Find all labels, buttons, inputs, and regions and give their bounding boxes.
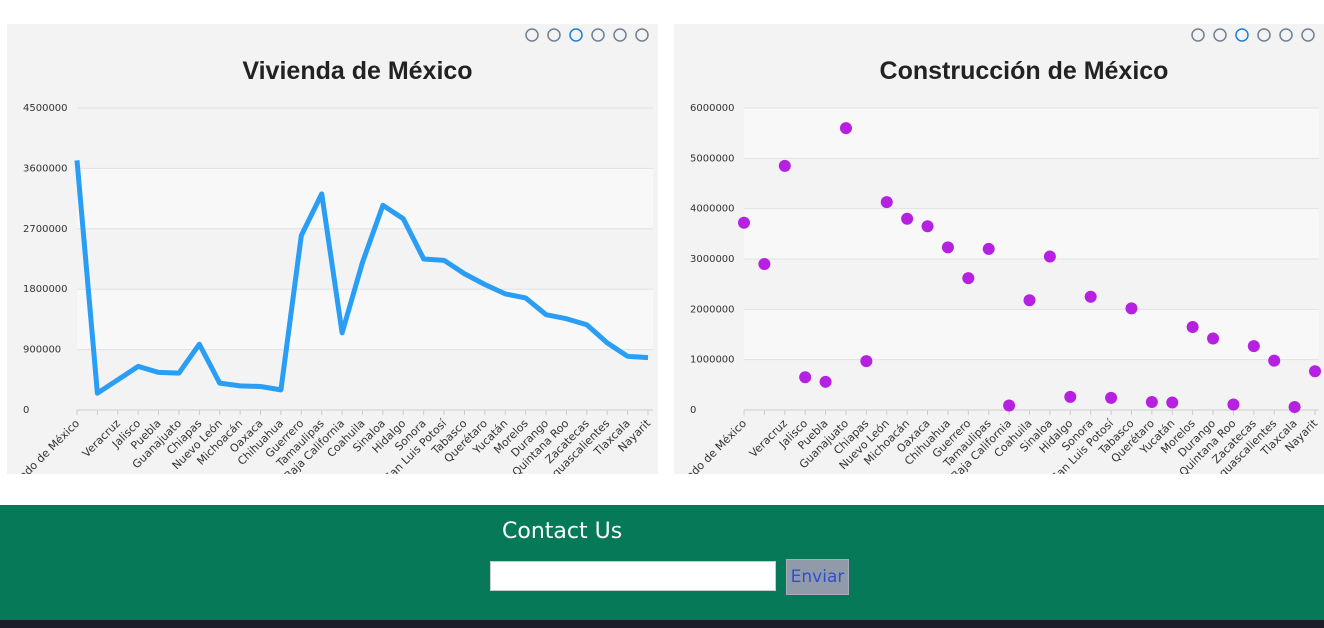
y-tick-label: 4500000 bbox=[23, 103, 68, 114]
scatter-point bbox=[962, 272, 975, 285]
scatter-point bbox=[839, 122, 852, 135]
scatter-point bbox=[880, 196, 893, 209]
y-tick-label: 6000000 bbox=[690, 103, 735, 114]
toolbar-zoom-out[interactable] bbox=[547, 28, 561, 42]
scatter-point bbox=[1288, 400, 1301, 413]
toolbar-menu[interactable] bbox=[1301, 28, 1315, 42]
y-tick-label: 0 bbox=[690, 405, 696, 416]
footer-title: Contact Us bbox=[502, 519, 623, 544]
y-tick-label: 1800000 bbox=[23, 284, 68, 295]
scatter-point bbox=[758, 258, 771, 271]
toolbar-zoom[interactable] bbox=[569, 28, 583, 42]
scatter-point bbox=[941, 241, 954, 254]
x-tick-label: Estado de México bbox=[674, 417, 749, 474]
toolbar-pan[interactable] bbox=[1257, 28, 1271, 42]
chart-title: Vivienda de México bbox=[242, 57, 472, 85]
toolbar-home[interactable] bbox=[613, 28, 627, 42]
scatter-point bbox=[982, 242, 995, 255]
toolbar-menu[interactable] bbox=[635, 28, 649, 42]
scatter-point bbox=[860, 355, 873, 368]
grid-band bbox=[744, 108, 1319, 159]
toolbar-zoom-in[interactable] bbox=[1191, 28, 1205, 42]
toolbar-zoom-out[interactable] bbox=[1213, 28, 1227, 42]
scatter-point bbox=[901, 212, 914, 225]
grid-band bbox=[744, 208, 1319, 259]
y-tick-label: 4000000 bbox=[690, 204, 735, 215]
scatter-point bbox=[1003, 399, 1016, 412]
scatter-point bbox=[1064, 390, 1077, 403]
y-tick-label: 3000000 bbox=[690, 254, 735, 265]
scatter-point bbox=[921, 220, 934, 233]
scatter-point bbox=[1145, 395, 1158, 408]
toolbar-pan[interactable] bbox=[591, 28, 605, 42]
line-series bbox=[74, 160, 649, 396]
scatter-point bbox=[799, 371, 812, 384]
toolbar-zoom-in[interactable] bbox=[525, 28, 539, 42]
footer: Contact Us Enviar bbox=[0, 505, 1324, 620]
y-tick-label: 1000000 bbox=[690, 355, 735, 366]
scatter-point bbox=[1268, 354, 1281, 367]
grid-band bbox=[744, 158, 1319, 209]
grid-band bbox=[77, 108, 653, 169]
scatter-point bbox=[1247, 340, 1260, 353]
x-tick-label: Estado de México bbox=[7, 417, 82, 474]
toolbar-home[interactable] bbox=[1279, 28, 1293, 42]
scatter-point bbox=[1105, 391, 1118, 404]
chart-title: Construcción de México bbox=[880, 57, 1169, 85]
grid-band bbox=[77, 168, 653, 229]
toolbar-zoom[interactable] bbox=[1235, 28, 1249, 42]
scatter-point bbox=[1043, 250, 1056, 263]
grid-band bbox=[77, 349, 653, 410]
submit-button[interactable]: Enviar bbox=[786, 559, 849, 595]
scatter-point bbox=[1207, 332, 1220, 345]
y-tick-label: 900000 bbox=[23, 345, 61, 356]
scatter-point bbox=[1084, 290, 1097, 303]
scatter-point bbox=[819, 375, 832, 388]
y-tick-label: 3600000 bbox=[23, 163, 68, 174]
scatter-point bbox=[738, 216, 750, 229]
scatter-point bbox=[1023, 294, 1036, 307]
chart-panel: Construcción de México 0 1000000 2000000 300… bbox=[674, 24, 1324, 474]
scatter-point bbox=[1227, 398, 1240, 411]
y-tick-label: 5000000 bbox=[690, 153, 735, 164]
y-tick-label: 2700000 bbox=[23, 224, 68, 235]
scatter-point bbox=[1166, 396, 1179, 409]
taskbar bbox=[0, 620, 1324, 628]
scatter-point bbox=[1125, 302, 1138, 315]
chart-panel: Vivienda de México 0 900000 1800000 2700000 3… bbox=[7, 24, 658, 474]
scatter-point bbox=[1309, 365, 1321, 378]
email-input[interactable] bbox=[490, 561, 776, 591]
scatter-point bbox=[778, 159, 791, 172]
y-tick-label: 2000000 bbox=[690, 304, 735, 315]
grid-band bbox=[744, 359, 1319, 410]
grid-band bbox=[744, 309, 1319, 360]
y-tick-label: 0 bbox=[23, 405, 29, 416]
scatter-point bbox=[1186, 320, 1199, 333]
